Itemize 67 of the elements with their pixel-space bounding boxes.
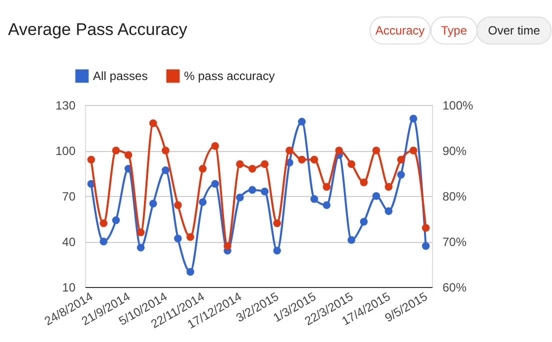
- point: [236, 160, 244, 168]
- y2-tick-label: 70%: [442, 235, 467, 249]
- chart-title: Average Pass Accuracy: [8, 20, 188, 39]
- point: [410, 146, 418, 154]
- point: [87, 156, 96, 164]
- y-tick-label: 130: [55, 98, 76, 112]
- y-tick-label: 40: [62, 235, 76, 249]
- point: [236, 194, 244, 202]
- point: [136, 228, 145, 236]
- point: [211, 180, 219, 188]
- y-tick-label: 10: [62, 280, 76, 294]
- point: [162, 166, 170, 174]
- point: [248, 164, 256, 173]
- text: Over time: [488, 24, 540, 38]
- point: [397, 156, 405, 164]
- y2-tick-label: 60%: [442, 280, 467, 294]
- y2-tick-label: 100%: [442, 98, 474, 112]
- point: [335, 146, 343, 154]
- point: [422, 242, 430, 250]
- point: [211, 142, 219, 150]
- point: [273, 219, 281, 228]
- point: [360, 178, 368, 186]
- y-tick-label: 70: [62, 190, 76, 204]
- point: [310, 195, 318, 203]
- point: [384, 207, 392, 216]
- point: [273, 246, 281, 254]
- point: [286, 146, 294, 154]
- point: [112, 216, 120, 224]
- point: [224, 242, 232, 250]
- point: [162, 146, 170, 154]
- point: [100, 219, 108, 228]
- point: [100, 238, 108, 246]
- y2-tick-label: 90%: [442, 144, 467, 158]
- point: [298, 156, 306, 164]
- point: [186, 233, 194, 241]
- point: [360, 218, 368, 226]
- y-tick-label: 100: [55, 144, 76, 158]
- point: [186, 268, 194, 276]
- point: [348, 160, 356, 168]
- legend-label: % pass accuracy: [184, 69, 275, 84]
- point: [149, 200, 158, 208]
- point: [174, 234, 182, 242]
- point: [174, 201, 182, 209]
- point: [149, 119, 158, 128]
- point: [322, 183, 331, 191]
- text: Accuracy: [375, 24, 425, 38]
- point: [198, 198, 207, 206]
- y2-tick-label: 80%: [442, 190, 467, 204]
- point: [112, 146, 120, 154]
- point: [322, 201, 331, 209]
- legend-label: All passes: [93, 69, 148, 84]
- point: [422, 224, 430, 232]
- point: [248, 186, 256, 194]
- point: [310, 156, 318, 164]
- point: [124, 151, 132, 159]
- point: [410, 114, 418, 123]
- point: [260, 160, 269, 168]
- text: Type: [440, 24, 468, 38]
- point: [260, 188, 269, 196]
- point: [397, 170, 405, 179]
- point: [372, 192, 380, 200]
- point: [372, 146, 380, 154]
- point: [198, 164, 207, 173]
- point: [298, 118, 306, 126]
- point: [384, 183, 392, 191]
- point: [136, 244, 145, 252]
- point: [348, 236, 356, 244]
